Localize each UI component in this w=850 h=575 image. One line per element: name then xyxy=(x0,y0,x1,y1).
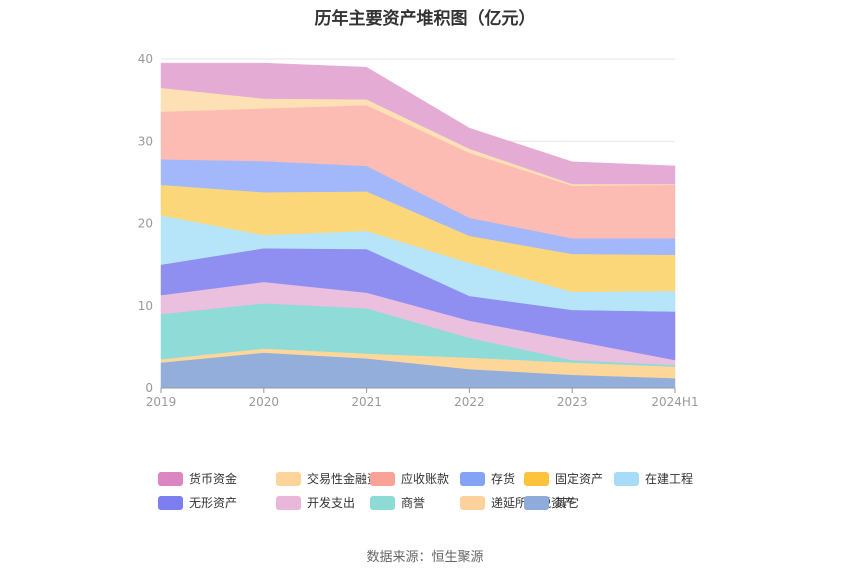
x-tick-label: 2021 xyxy=(351,395,382,409)
legend-item[interactable]: 开发支出 xyxy=(276,494,355,511)
legend-item[interactable]: 固定资产 xyxy=(524,470,603,487)
legend-label: 存货 xyxy=(491,472,516,486)
legend-label: 在建工程 xyxy=(645,472,694,486)
y-tick-label: 0 xyxy=(145,381,153,395)
y-tick-label: 30 xyxy=(138,134,153,148)
legend-swatch xyxy=(524,495,549,510)
legend-swatch xyxy=(460,495,485,510)
y-tick-label: 20 xyxy=(138,217,153,231)
y-tick-label: 10 xyxy=(138,299,153,313)
legend-swatch xyxy=(460,471,485,486)
legend-item[interactable]: 存货 xyxy=(460,470,515,487)
legend-swatch xyxy=(370,471,395,486)
legend-label: 开发支出 xyxy=(307,496,356,510)
area-货币资金 xyxy=(160,62,676,185)
area-series xyxy=(160,62,676,389)
legend-item[interactable]: 无形资产 xyxy=(158,494,237,511)
legend-item[interactable]: 货币资金 xyxy=(158,470,237,487)
legend-label: 货币资金 xyxy=(189,472,238,486)
axes: 0 10 20 30 40 2019 2020 2021 2022 2023 2024H1 xyxy=(138,52,699,409)
legend-swatch xyxy=(370,495,395,510)
chart-title: 历年主要资产堆积图（亿元） xyxy=(314,9,536,29)
legend-label: 应收账款 xyxy=(401,472,450,486)
legend-item[interactable]: 应收账款 xyxy=(370,470,449,487)
legend-item[interactable]: 在建工程 xyxy=(614,470,693,487)
legend-label: 其它 xyxy=(555,496,580,510)
legend-swatch xyxy=(524,471,549,486)
x-tick-label: 2020 xyxy=(249,395,280,409)
x-tick-label: 2019 xyxy=(146,395,177,409)
legend-item[interactable]: 其它 xyxy=(524,494,579,511)
legend-label: 固定资产 xyxy=(555,472,604,486)
legend-swatch xyxy=(276,471,301,486)
data-source: 数据来源：恒生聚源 xyxy=(366,550,484,565)
legend-item[interactable]: 商誉 xyxy=(370,494,425,511)
x-tick-label: 2024H1 xyxy=(651,395,698,409)
y-tick-label: 40 xyxy=(138,52,153,66)
legend-label: 无形资产 xyxy=(189,496,238,510)
legend-swatch xyxy=(276,495,301,510)
legend-swatch xyxy=(614,471,639,486)
legend-swatch xyxy=(158,495,183,510)
legend-swatch xyxy=(158,471,183,486)
x-tick-label: 2023 xyxy=(557,395,588,409)
x-tick-label: 2022 xyxy=(454,395,485,409)
legend-label: 商誉 xyxy=(401,496,426,510)
